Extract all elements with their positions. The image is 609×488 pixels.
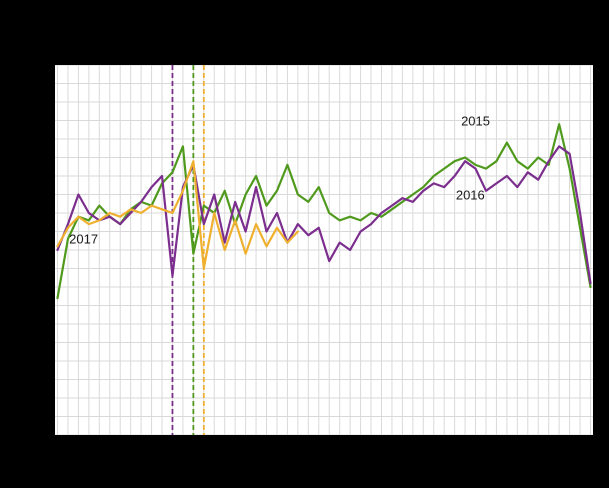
series-2017-line (56, 160, 299, 270)
series-2015-line (56, 123, 592, 300)
plot-area: 2015 2016 2017 (55, 65, 593, 435)
series-2016-line (56, 145, 592, 285)
chart-svg (55, 65, 593, 435)
